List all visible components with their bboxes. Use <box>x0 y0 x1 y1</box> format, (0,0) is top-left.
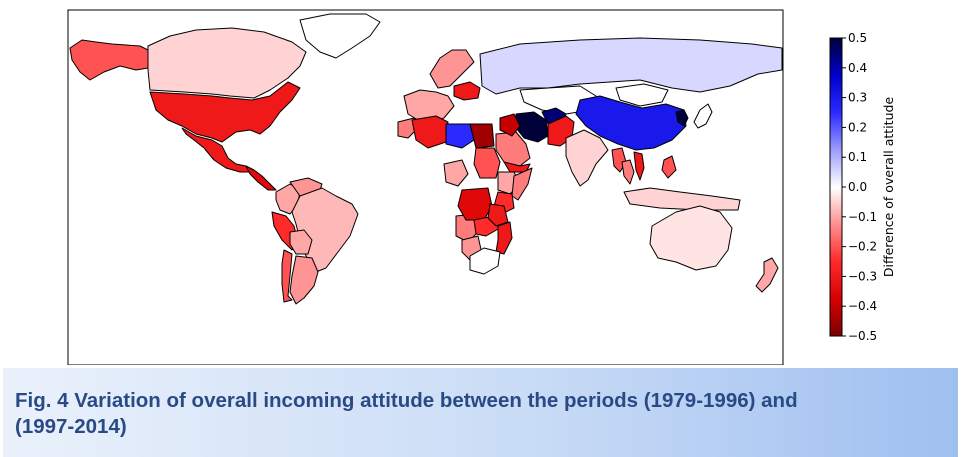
country-bolivia <box>289 229 313 255</box>
colorbar-tick-label: −0.5 <box>848 329 877 343</box>
colorbar-ticks: 0.5 0.4 0.3 0.2 0.1 0.0 −0.1 −0.2 −0.3 −0.4 −0.5 <box>842 31 877 343</box>
colorbar-tick-label: −0.2 <box>848 240 877 254</box>
country-india <box>565 129 609 187</box>
country-philippines <box>661 155 677 179</box>
country-canada <box>147 27 307 99</box>
colorbar-tick-label: −0.1 <box>848 210 877 224</box>
country-australia <box>649 205 733 271</box>
colorbar-tick-label: 0.0 <box>848 180 867 194</box>
country-sudan <box>473 147 501 179</box>
country-iraq <box>499 113 521 137</box>
colorbar-tick-label: 0.2 <box>848 120 867 134</box>
country-japan <box>693 103 713 129</box>
country-layer <box>69 13 783 305</box>
country-yemen <box>503 161 531 173</box>
country-saudi-arabia <box>495 131 531 167</box>
country-south-africa <box>469 247 501 275</box>
country-mongolia <box>615 83 669 107</box>
country-korea <box>675 109 689 127</box>
colorbar-label: Difference of overall attitude <box>881 97 896 278</box>
country-alaska <box>69 39 149 81</box>
country-thailand <box>621 159 635 185</box>
choropleth-map-figure: 0.5 0.4 0.3 0.2 0.1 0.0 −0.1 −0.2 −0.3 −0.4 −0.5 D… <box>67 9 896 365</box>
colorbar <box>829 37 843 337</box>
colorbar-tick-label: −0.3 <box>848 269 877 283</box>
country-russia <box>479 37 783 95</box>
country-argentina <box>289 255 319 305</box>
colorbar-tick-label: 0.1 <box>848 150 867 164</box>
country-scandinavia <box>429 49 475 89</box>
caption-line-2: (1997-2014) <box>15 415 127 438</box>
country-new-zealand <box>755 257 779 293</box>
caption-line-1: Fig. 4 Variation of overall incoming att… <box>15 389 798 412</box>
country-mozambique <box>495 221 513 255</box>
country-central-america <box>245 165 277 191</box>
colorbar-tick-label: 0.3 <box>848 91 867 105</box>
country-somalia <box>511 167 533 201</box>
country-nigeria <box>443 159 469 187</box>
country-greenland <box>299 13 381 59</box>
caption-band <box>3 368 958 457</box>
country-libya <box>445 123 475 149</box>
country-western-europe <box>403 89 455 123</box>
country-indonesia <box>623 187 741 211</box>
country-dr-congo <box>457 187 493 221</box>
country-usa <box>149 81 301 143</box>
colorbar-tick-label: −0.4 <box>848 299 877 313</box>
country-poland <box>453 81 481 101</box>
colorbar-tick-label: 0.5 <box>848 31 867 45</box>
colorbar-tick-label: 0.4 <box>848 61 867 75</box>
country-tanzania <box>487 203 509 227</box>
country-egypt <box>469 123 495 149</box>
country-china <box>575 95 687 151</box>
country-chile <box>281 249 293 303</box>
country-vietnam <box>633 151 645 181</box>
figure-caption: Fig. 4 Variation of overall incoming att… <box>15 388 915 440</box>
